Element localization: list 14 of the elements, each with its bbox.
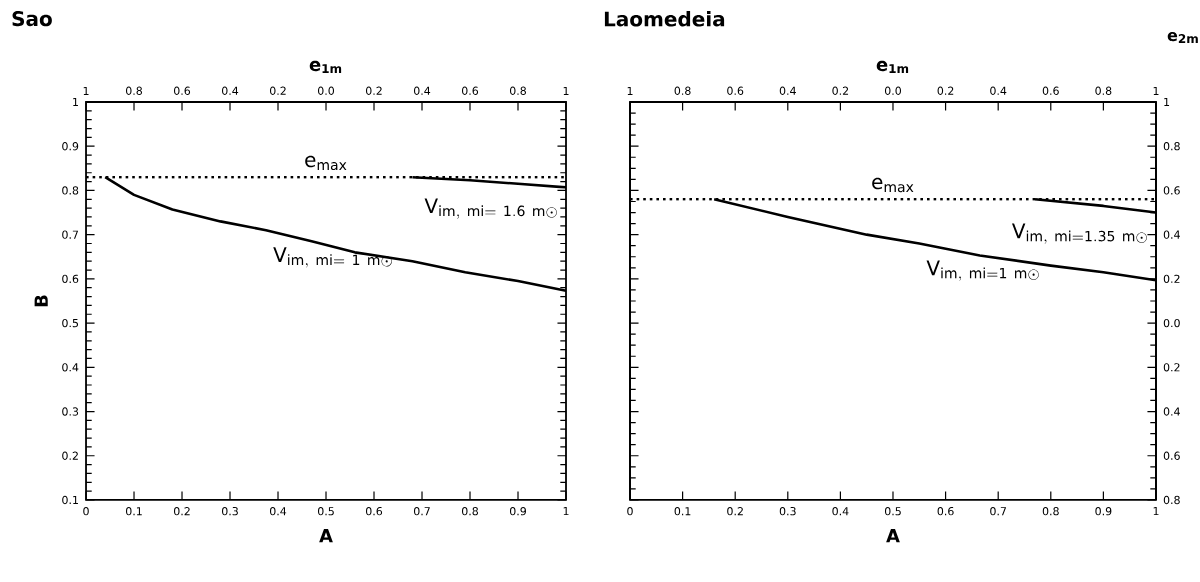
series-label: $\mathrm{V}_{\mathrm{im,\ mi=1.35\ m}\odot}$ <box>1012 223 1147 244</box>
x2-axis-title: e$_{1m}$ <box>309 60 342 73</box>
chart-title: Sao <box>12 11 52 27</box>
y-axis-title: B <box>34 295 48 307</box>
x-axis-title: A <box>886 529 900 543</box>
series-label: $\mathrm{V}_{\mathrm{im,\ mi=1\ m}\odot}$ <box>926 260 1039 281</box>
y2-axis-title: e$_{2m}$ <box>1167 31 1198 43</box>
ref-line-label: e$_{max}$ <box>305 155 347 171</box>
legend-label: $\mathrm{V}_{\mathrm{im,\ mi=\ 1.6\ m}\odot}$ <box>424 198 557 219</box>
chart-title: Laomedeia <box>604 11 725 27</box>
x2-axis-title: e$_{1m}$ <box>876 60 909 73</box>
ref-line-label: e$_{max}$ <box>872 177 914 193</box>
series-label: $\mathrm{V}_{\mathrm{im,\ mi=\ 1\ m}\odot}$ <box>273 247 392 268</box>
x-axis-title: A <box>319 529 333 543</box>
